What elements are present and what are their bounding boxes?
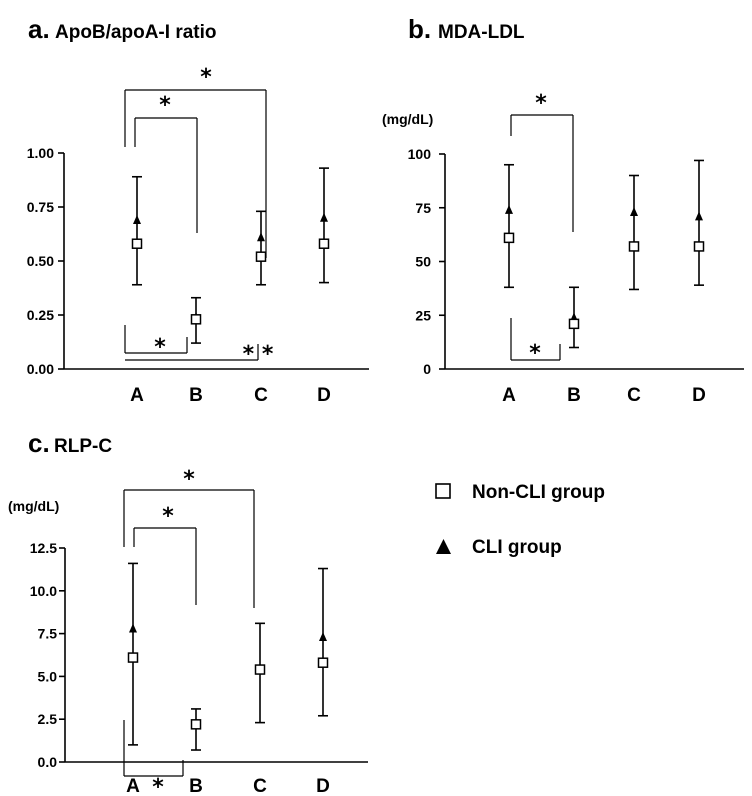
non-cli-square-marker bbox=[318, 238, 330, 249]
panel-a: a. ApoB/apoA-I ratio 0.00 0.25 0.50 0.75 1.0… bbox=[27, 14, 369, 406]
y-tick-label: 2.5 bbox=[38, 711, 58, 727]
significance-star: * bbox=[154, 335, 166, 360]
x-tick-label: B bbox=[189, 776, 203, 796]
x-tick-label: B bbox=[189, 385, 203, 406]
y-tick-label: 0.75 bbox=[27, 199, 54, 215]
filled-triangle-icon bbox=[436, 539, 451, 554]
cli-triangle-marker bbox=[505, 204, 513, 214]
cli-triangle-marker bbox=[319, 632, 327, 642]
y-tick-label: 7.5 bbox=[38, 626, 58, 642]
non-cli-square-marker bbox=[255, 251, 267, 262]
y-tick-label: 10.0 bbox=[30, 583, 57, 599]
cli-triangle-marker bbox=[133, 214, 141, 224]
legend-label-cli: CLI group bbox=[472, 537, 562, 558]
non-cli-square-marker bbox=[503, 232, 515, 244]
x-tick-label: C bbox=[253, 776, 267, 796]
panel-c: c. RLP-C (mg/dL) 0.0 2.5 5.0 7.5 10.0 12.5 A B C… bbox=[8, 428, 368, 796]
non-cli-square-marker bbox=[190, 719, 202, 730]
panel-b: b. MDA-LDL (mg/dL) 0 25 50 75 100 A B C D * * bbox=[382, 14, 744, 406]
x-tick-label: D bbox=[316, 776, 330, 796]
y-unit-label: (mg/dL) bbox=[382, 111, 433, 127]
y-tick-label: 0.0 bbox=[38, 754, 58, 770]
panel-title: RLP-C bbox=[54, 436, 112, 457]
x-tick-label: C bbox=[254, 385, 268, 406]
significance-star: * * bbox=[243, 342, 274, 367]
y-tick-label: 50 bbox=[415, 254, 431, 270]
cli-triangle-marker bbox=[320, 212, 328, 222]
significance-star: * bbox=[200, 65, 212, 90]
y-tick-label: 25 bbox=[415, 307, 431, 323]
y-tick-label: 0.25 bbox=[27, 307, 54, 323]
panel-title: MDA-LDL bbox=[438, 22, 525, 43]
y-tick-label: 0.00 bbox=[27, 361, 54, 377]
non-cli-square-marker bbox=[317, 657, 329, 668]
cli-triangle-marker bbox=[695, 211, 703, 221]
open-square-icon bbox=[435, 483, 451, 499]
significance-star: * bbox=[535, 91, 547, 116]
y-tick-label: 0.50 bbox=[27, 253, 54, 269]
legend-label-non-cli: Non-CLI group bbox=[472, 482, 605, 503]
significance-star: * bbox=[152, 775, 164, 796]
y-tick-label: 5.0 bbox=[38, 668, 58, 684]
panel-letter: a. bbox=[28, 14, 50, 44]
y-tick-label: 100 bbox=[408, 146, 432, 162]
non-cli-square-marker bbox=[190, 314, 202, 325]
x-tick-label: A bbox=[502, 385, 516, 406]
non-cli-square-marker bbox=[693, 241, 705, 252]
cli-triangle-marker bbox=[257, 232, 265, 242]
significance-star: * bbox=[159, 93, 171, 118]
panel-letter: b. bbox=[408, 14, 431, 44]
non-cli-square-marker bbox=[254, 664, 266, 675]
y-tick-label: 0 bbox=[423, 361, 431, 377]
x-tick-label: B bbox=[567, 385, 581, 406]
y-unit-label: (mg/dL) bbox=[8, 498, 59, 514]
x-tick-label: D bbox=[692, 385, 706, 406]
non-cli-square-marker bbox=[131, 238, 143, 249]
cli-triangle-marker bbox=[630, 207, 638, 217]
y-tick-label: 1.00 bbox=[27, 145, 54, 161]
panel-title: ApoB/apoA-I ratio bbox=[55, 22, 217, 43]
x-tick-label: A bbox=[130, 385, 144, 406]
x-tick-label: C bbox=[627, 385, 641, 406]
cli-triangle-marker bbox=[129, 623, 137, 633]
x-tick-label: D bbox=[317, 385, 331, 406]
panel-letter: c. bbox=[28, 428, 50, 458]
y-tick-label: 75 bbox=[415, 200, 431, 216]
x-tick-label: A bbox=[126, 776, 140, 796]
non-cli-square-marker bbox=[568, 318, 580, 330]
significance-star: * bbox=[529, 341, 541, 366]
legend: Non-CLI group CLI group bbox=[435, 482, 605, 558]
significance-star: * bbox=[162, 504, 174, 529]
non-cli-square-marker bbox=[628, 241, 640, 252]
non-cli-square-marker bbox=[127, 652, 139, 663]
y-tick-label: 12.5 bbox=[30, 540, 57, 556]
significance-star: * bbox=[183, 467, 195, 492]
